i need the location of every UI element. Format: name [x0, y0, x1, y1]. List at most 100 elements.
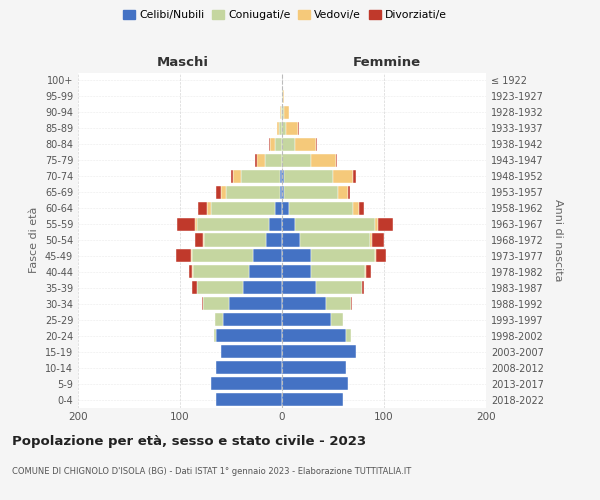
Bar — [202, 298, 203, 310]
Bar — [282, 345, 356, 358]
Bar — [311, 154, 336, 167]
Bar — [353, 170, 356, 182]
Bar — [203, 298, 229, 310]
Bar — [282, 218, 295, 230]
Bar — [197, 218, 269, 230]
Bar — [176, 250, 191, 262]
Bar — [280, 106, 281, 119]
Text: Popolazione per età, sesso e stato civile - 2023: Popolazione per età, sesso e stato civil… — [12, 435, 366, 448]
Bar — [282, 313, 331, 326]
Bar — [266, 234, 282, 246]
Bar — [216, 329, 282, 342]
Bar — [316, 138, 317, 151]
Bar — [283, 90, 284, 103]
Legend: Celibi/Nubili, Coniugati/e, Vedovi/e, Divorziati/e: Celibi/Nubili, Coniugati/e, Vedovi/e, Di… — [119, 6, 451, 25]
Bar — [192, 282, 197, 294]
Bar — [277, 122, 279, 135]
Bar — [282, 377, 349, 390]
Bar — [216, 393, 282, 406]
Bar — [282, 250, 311, 262]
Bar — [177, 218, 196, 230]
Bar — [375, 250, 376, 262]
Bar — [205, 234, 266, 246]
Bar — [311, 266, 365, 278]
Bar — [275, 138, 282, 151]
Text: COMUNE DI CHIGNOLO D'ISOLA (BG) - Dati ISTAT 1° gennaio 2023 - Elaborazione TUTT: COMUNE DI CHIGNOLO D'ISOLA (BG) - Dati I… — [12, 468, 411, 476]
Bar — [189, 266, 192, 278]
Bar — [376, 250, 386, 262]
Bar — [226, 186, 280, 198]
Bar — [221, 345, 282, 358]
Bar — [193, 266, 250, 278]
Bar — [282, 90, 283, 103]
Bar — [215, 313, 223, 326]
Bar — [206, 202, 211, 214]
Bar — [250, 266, 282, 278]
Bar — [284, 106, 289, 119]
Bar — [316, 282, 362, 294]
Bar — [216, 186, 221, 198]
Bar — [282, 122, 286, 135]
Bar — [289, 202, 353, 214]
Bar — [375, 218, 378, 230]
Bar — [333, 170, 353, 182]
Y-axis label: Fasce di età: Fasce di età — [29, 207, 39, 273]
Bar — [282, 186, 284, 198]
Bar — [282, 393, 343, 406]
Bar — [282, 298, 326, 310]
Bar — [338, 186, 349, 198]
Bar — [286, 122, 298, 135]
Bar — [282, 154, 311, 167]
Bar — [203, 234, 205, 246]
Bar — [353, 202, 359, 214]
Bar — [243, 282, 282, 294]
Bar — [199, 202, 206, 214]
Bar — [282, 106, 284, 119]
Bar — [295, 218, 375, 230]
Bar — [359, 202, 364, 214]
Bar — [281, 106, 282, 119]
Bar — [211, 377, 282, 390]
Text: Femmine: Femmine — [353, 56, 421, 69]
Bar — [282, 138, 295, 151]
Bar — [196, 234, 203, 246]
Bar — [223, 313, 282, 326]
Bar — [282, 170, 284, 182]
Text: Maschi: Maschi — [157, 56, 209, 69]
Bar — [191, 250, 192, 262]
Bar — [279, 122, 282, 135]
Bar — [270, 138, 275, 151]
Bar — [282, 266, 311, 278]
Bar — [265, 154, 282, 167]
Bar — [326, 298, 352, 310]
Bar — [269, 218, 282, 230]
Bar — [282, 361, 346, 374]
Bar — [211, 202, 275, 214]
Bar — [336, 154, 337, 167]
Bar — [284, 186, 338, 198]
Bar — [311, 250, 375, 262]
Bar — [284, 170, 333, 182]
Bar — [282, 234, 301, 246]
Bar — [372, 234, 384, 246]
Bar — [370, 234, 372, 246]
Bar — [233, 170, 241, 182]
Bar — [280, 186, 282, 198]
Bar — [346, 329, 352, 342]
Bar — [231, 170, 233, 182]
Y-axis label: Anni di nascita: Anni di nascita — [553, 198, 563, 281]
Bar — [221, 186, 226, 198]
Bar — [196, 218, 197, 230]
Bar — [298, 122, 299, 135]
Bar — [229, 298, 282, 310]
Bar — [282, 282, 316, 294]
Bar — [253, 250, 282, 262]
Bar — [362, 282, 364, 294]
Bar — [256, 154, 257, 167]
Bar — [378, 218, 393, 230]
Bar — [282, 329, 346, 342]
Bar — [197, 282, 243, 294]
Bar — [216, 361, 282, 374]
Bar — [365, 266, 371, 278]
Bar — [282, 202, 289, 214]
